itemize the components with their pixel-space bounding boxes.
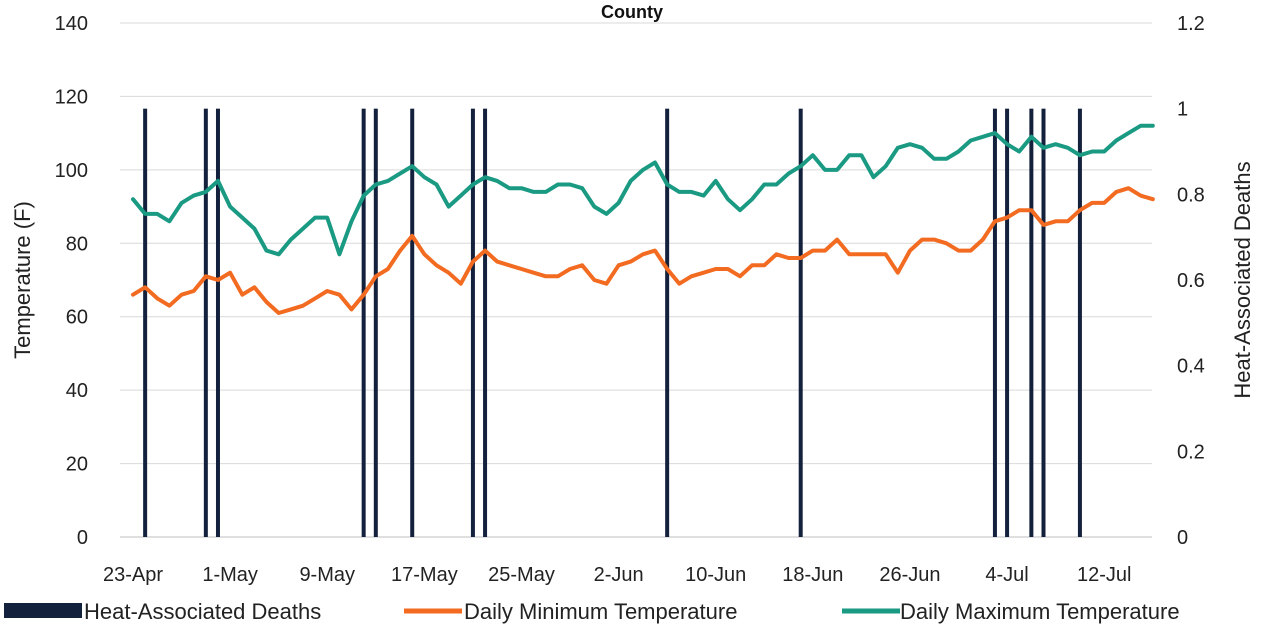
y-tick-label: 100: [55, 160, 88, 182]
x-axis-ticks: 23-Apr 1-May 9-May 17-May 25-May 2-Jun 10-Jun 1…: [103, 564, 1131, 586]
y2-tick-label: 1: [1177, 99, 1188, 121]
y2-tick-label: 0.6: [1177, 270, 1205, 292]
death-bar: [1041, 108, 1046, 538]
death-bar: [483, 108, 488, 538]
y-tick-label: 140: [55, 13, 88, 35]
death-bar: [410, 108, 415, 538]
death-bar: [143, 108, 148, 538]
x-tick-label: 23-Apr: [103, 564, 163, 586]
y-tick-label: 120: [55, 86, 88, 108]
y-axis-ticks: 0 20 40 60 80 100 120 140: [55, 13, 88, 549]
x-tick-label: 4-Jul: [985, 564, 1028, 586]
y2-tick-label: 0: [1177, 527, 1188, 549]
death-bar: [373, 108, 378, 538]
chart-title: County: [601, 2, 663, 22]
x-tick-label: 25-May: [488, 564, 555, 586]
x-tick-label: 9-May: [299, 564, 355, 586]
y-tick-label: 60: [66, 307, 88, 329]
death-bar: [203, 108, 208, 538]
death-bar: [665, 108, 670, 538]
death-bar: [1077, 108, 1082, 538]
y-axis-title: Temperature (F): [10, 201, 35, 359]
death-bar: [470, 108, 475, 538]
y2-tick-label: 1.2: [1177, 13, 1205, 35]
temperature-lines: [131, 123, 1155, 315]
max-temp-line: [131, 123, 1155, 257]
death-bar: [1029, 108, 1034, 538]
y2-tick-label: 0.2: [1177, 441, 1205, 463]
legend-label-max-temp: Daily Maximum Temperature: [900, 599, 1180, 624]
y2-axis-title: Heat-Associated Deaths: [1230, 161, 1255, 398]
y-tick-label: 20: [66, 454, 88, 476]
death-bar: [992, 108, 997, 538]
y2-tick-label: 0.8: [1177, 184, 1205, 206]
x-tick-label: 17-May: [391, 564, 458, 586]
legend-swatch-deaths: [4, 603, 82, 618]
x-tick-label: 10-Jun: [685, 564, 746, 586]
x-tick-label: 12-Jul: [1077, 564, 1131, 586]
x-tick-label: 2-Jun: [594, 564, 644, 586]
x-tick-label: 1-May: [202, 564, 258, 586]
y-tick-label: 40: [66, 380, 88, 402]
death-bar: [798, 108, 803, 538]
x-tick-label: 18-Jun: [782, 564, 843, 586]
death-bar: [361, 108, 366, 538]
y-tick-label: 80: [66, 233, 88, 255]
legend: Heat-Associated Deaths Daily Minimum Tem…: [4, 599, 1180, 624]
y2-axis-ticks: 0 0.2 0.4 0.6 0.8 1 1.2: [1177, 13, 1205, 549]
y2-tick-label: 0.4: [1177, 356, 1205, 378]
death-bars: [143, 108, 1082, 538]
x-tick-label: 26-Jun: [879, 564, 940, 586]
y-tick-label: 0: [77, 527, 88, 549]
legend-label-deaths: Heat-Associated Deaths: [84, 599, 321, 624]
death-bar: [215, 108, 220, 538]
min-temp-line: [131, 186, 1155, 315]
legend-label-min-temp: Daily Minimum Temperature: [464, 599, 737, 624]
death-bar: [1005, 108, 1010, 538]
gridlines: [120, 22, 1152, 538]
